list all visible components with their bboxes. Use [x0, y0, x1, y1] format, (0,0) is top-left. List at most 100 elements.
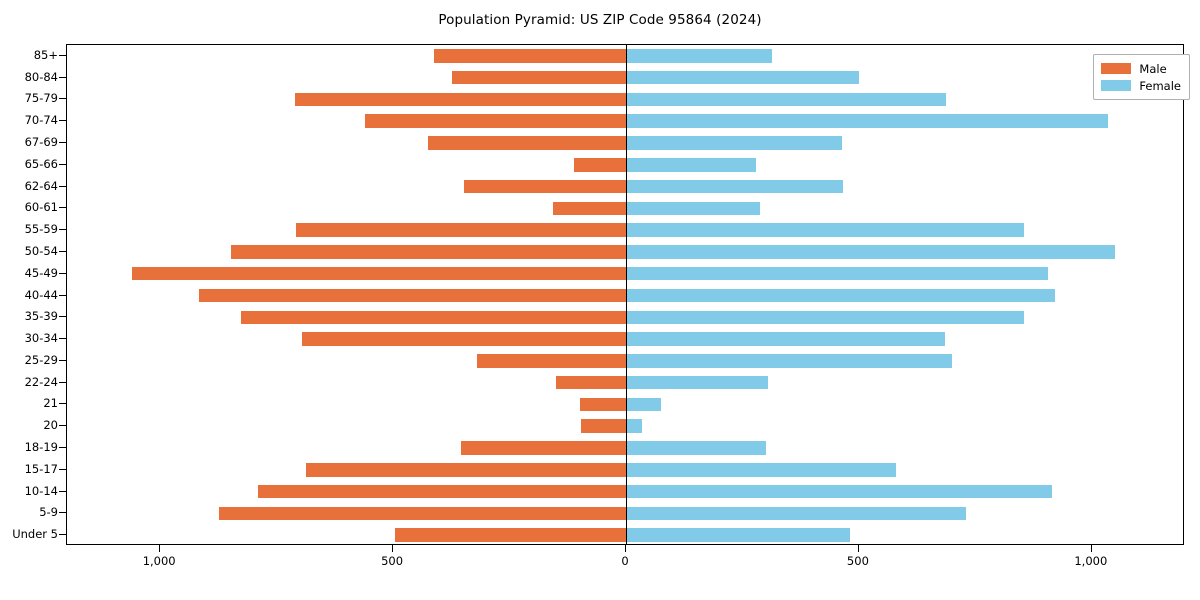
bar-male-70-74[interactable]: [365, 114, 626, 128]
bar-row: [67, 136, 1183, 150]
bar-row: [67, 49, 1183, 63]
bar-female-45-49[interactable]: [626, 266, 1048, 281]
legend-entry[interactable]: Male: [1101, 60, 1181, 77]
bar-row: [67, 484, 1183, 499]
legend-entry[interactable]: Female: [1101, 77, 1181, 94]
bar-female-25-29[interactable]: [626, 354, 953, 368]
y-tick-label: 5-9: [39, 505, 58, 520]
y-tick-label: Under 5: [12, 527, 58, 542]
bar-male-85-[interactable]: [433, 49, 626, 63]
bar-female-67-69[interactable]: [626, 136, 842, 150]
y-tick-label: 21: [43, 396, 58, 411]
bar-female-35-39[interactable]: [626, 310, 1025, 325]
y-tick-label: 55-59: [24, 222, 58, 237]
bar-female-50-54[interactable]: [626, 245, 1116, 259]
bar-male-55-59[interactable]: [295, 223, 626, 237]
y-tick-label: 20: [43, 418, 58, 433]
bar-female-5-9[interactable]: [626, 506, 967, 521]
bar-male-45-49[interactable]: [132, 266, 626, 281]
y-tick-label: 40-44: [24, 287, 58, 302]
y-tick-mark: [59, 447, 66, 448]
y-tick-label: 30-34: [24, 331, 58, 346]
bar-male-62-64[interactable]: [464, 179, 626, 194]
bar-row: [67, 354, 1183, 368]
y-tick-mark: [59, 360, 66, 361]
y-tick-label: 75-79: [24, 91, 58, 106]
bar-row: [67, 92, 1183, 107]
y-tick-label: 60-61: [24, 200, 58, 215]
bar-row: [67, 201, 1183, 216]
bar-male-18-19[interactable]: [460, 441, 626, 455]
bar-female-60-61[interactable]: [626, 201, 761, 216]
x-tick-label: 0: [621, 554, 629, 568]
bar-female-22-24[interactable]: [626, 375, 769, 390]
bar-female-18-19[interactable]: [626, 441, 766, 455]
bar-male-30-34[interactable]: [301, 332, 626, 346]
bar-row: [67, 463, 1183, 477]
bar-male-10-14[interactable]: [257, 484, 626, 499]
y-tick-mark: [59, 425, 66, 426]
bar-male-67-69[interactable]: [428, 136, 626, 150]
bar-male-15-17[interactable]: [305, 463, 626, 477]
bar-row: [67, 528, 1183, 542]
x-tick-mark: [1091, 545, 1092, 552]
bar-female-80-84[interactable]: [626, 70, 859, 85]
bar-male-60-61[interactable]: [552, 201, 626, 216]
bar-row: [67, 288, 1183, 303]
bar-female-21[interactable]: [626, 397, 661, 412]
legend-swatch-icon: [1101, 80, 1132, 91]
chart-title: Population Pyramid: US ZIP Code 95864 (2…: [438, 12, 762, 28]
bar-row: [67, 158, 1183, 172]
bar-row: [67, 310, 1183, 325]
x-tick-mark: [858, 545, 859, 552]
y-tick-mark: [59, 316, 66, 317]
bar-male-5-9[interactable]: [218, 506, 626, 521]
bar-female-40-44[interactable]: [626, 288, 1055, 303]
bar-female-65-66[interactable]: [626, 158, 756, 172]
bar-male-20[interactable]: [580, 419, 626, 433]
bar-male-35-39[interactable]: [241, 310, 626, 325]
y-tick-label: 22-24: [24, 374, 58, 389]
bar-female-15-17[interactable]: [626, 463, 897, 477]
bar-female-55-59[interactable]: [626, 223, 1025, 237]
bar-male-80-84[interactable]: [451, 70, 626, 85]
x-tick-mark: [625, 545, 626, 552]
y-tick-label: 45-49: [24, 265, 58, 280]
bar-male-65-66[interactable]: [573, 158, 626, 172]
bars-layer: [67, 45, 1183, 544]
bar-female-10-14[interactable]: [626, 484, 1053, 499]
bar-female-under-5[interactable]: [626, 528, 850, 542]
bar-row: [67, 441, 1183, 455]
bar-male-22-24[interactable]: [555, 375, 626, 390]
bar-row: [67, 114, 1183, 128]
bar-female-85-[interactable]: [626, 49, 773, 63]
bar-male-25-29[interactable]: [476, 354, 626, 368]
y-tick-mark: [59, 534, 66, 535]
legend-label: Female: [1139, 78, 1181, 93]
bar-male-21[interactable]: [579, 397, 626, 412]
bar-male-50-54[interactable]: [231, 245, 626, 259]
bar-male-75-79[interactable]: [295, 92, 626, 107]
x-tick-label: 500: [846, 554, 869, 568]
bar-male-40-44[interactable]: [198, 288, 626, 303]
bar-male-under-5[interactable]: [394, 528, 626, 542]
y-tick-mark: [59, 295, 66, 296]
y-tick-mark: [59, 273, 66, 274]
y-tick-mark: [59, 469, 66, 470]
bar-female-20[interactable]: [626, 419, 643, 433]
y-tick-mark: [59, 98, 66, 99]
bar-female-30-34[interactable]: [626, 332, 946, 346]
zero-axis-line: [626, 45, 628, 544]
y-tick-mark: [59, 164, 66, 165]
bar-female-62-64[interactable]: [626, 179, 844, 194]
y-tick-label: 65-66: [24, 156, 58, 171]
bar-row: [67, 179, 1183, 194]
y-tick-mark: [59, 142, 66, 143]
legend-swatch-icon: [1101, 63, 1132, 74]
y-tick-mark: [59, 382, 66, 383]
bar-female-75-79[interactable]: [626, 92, 946, 107]
bar-female-70-74[interactable]: [626, 114, 1109, 128]
y-tick-label: 62-64: [24, 178, 58, 193]
legend-label: Male: [1139, 61, 1167, 76]
